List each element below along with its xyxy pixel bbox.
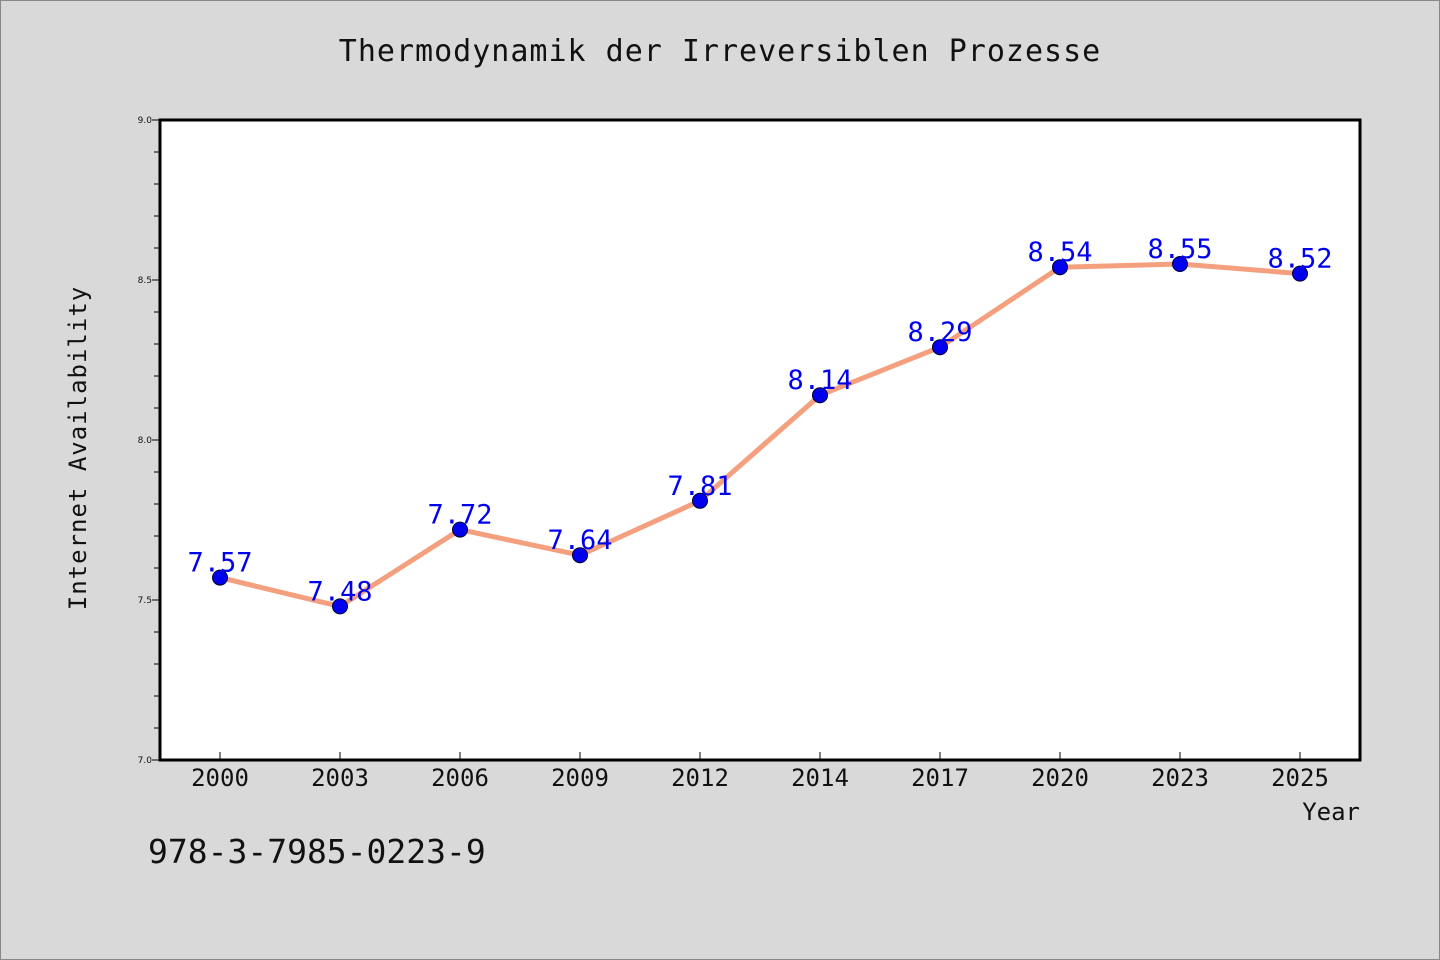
data-point xyxy=(692,492,708,509)
data-point xyxy=(1052,259,1068,276)
x-tick-label: 2000 xyxy=(191,764,249,792)
data-point xyxy=(452,521,468,538)
data-label: 7.81 xyxy=(667,471,732,502)
data-label: 8.14 xyxy=(787,365,852,396)
x-tick-label: 2012 xyxy=(671,764,729,792)
isbn-label: 978-3-7985-0223-9 xyxy=(148,832,486,871)
data-point xyxy=(212,569,228,586)
data-point xyxy=(812,387,828,404)
y-tick-label: 8.0 xyxy=(138,436,153,446)
x-axis-label: Year xyxy=(1302,798,1360,826)
chart-title: Thermodynamik der Irreversiblen Prozesse xyxy=(338,34,1102,69)
x-axis-ticks: 2000 2003 2006 2009 2012 2014 2017 2020 2023 2025 xyxy=(191,752,1329,792)
series-group: 7.57 7.48 7.72 7.64 7.81 8.14 8.29 8.54 8.55 8.52 xyxy=(187,234,1333,615)
y-axis-ticks: 7.0 7.5 8.0 8.5 9.0 xyxy=(138,116,160,766)
series-line xyxy=(217,261,1303,609)
data-label: 8.52 xyxy=(1267,244,1332,275)
data-point xyxy=(1172,256,1188,272)
plot-area xyxy=(158,118,1362,762)
x-tick-label: 2006 xyxy=(431,764,489,792)
x-tick-label: 2003 xyxy=(311,764,369,792)
x-tick-label: 2025 xyxy=(1271,764,1329,792)
y-tick-label: 7.5 xyxy=(138,596,152,606)
y-axis-label: Internet Availability xyxy=(64,286,92,610)
x-tick-label: 2014 xyxy=(791,764,849,792)
data-label: 7.72 xyxy=(427,500,492,531)
x-tick-label: 2020 xyxy=(1031,764,1089,792)
x-tick-label: 2009 xyxy=(551,764,609,792)
data-point xyxy=(1292,265,1308,282)
data-label: 8.29 xyxy=(907,317,972,348)
y-tick-label: 7.0 xyxy=(138,756,153,766)
y-tick-label: 8.5 xyxy=(138,276,152,286)
data-label: 7.64 xyxy=(547,525,612,556)
data-label: 8.54 xyxy=(1027,237,1092,268)
y-tick-label: 9.0 xyxy=(138,116,153,126)
data-point xyxy=(332,598,348,615)
data-label: 8.55 xyxy=(1147,234,1212,265)
x-tick-label: 2023 xyxy=(1151,764,1209,792)
data-point xyxy=(572,547,588,564)
x-tick-label: 2017 xyxy=(911,764,969,792)
data-label: 7.48 xyxy=(307,576,372,607)
data-label: 7.57 xyxy=(187,548,252,579)
data-point xyxy=(932,339,948,356)
